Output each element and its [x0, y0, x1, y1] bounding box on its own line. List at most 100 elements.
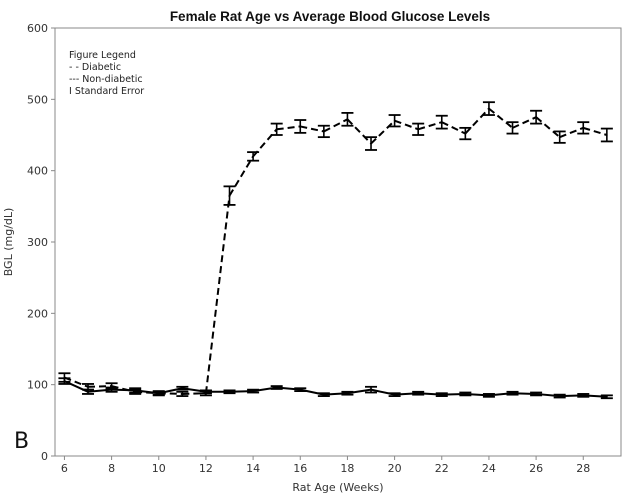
data-point — [440, 121, 443, 123]
series-line-segment — [441, 392, 466, 396]
data-point — [205, 391, 207, 393]
x-tick-label: 6 — [61, 462, 68, 475]
data-point — [417, 128, 419, 131]
legend-item-standard-error: I Standard Error — [69, 86, 144, 97]
legend-title: Figure Legend — [69, 50, 136, 61]
series-line-segment — [559, 394, 584, 398]
series-line-segment — [583, 394, 607, 398]
x-tick-label: 18 — [340, 462, 354, 475]
data-point — [323, 130, 325, 133]
x-tick-label: 26 — [529, 462, 543, 475]
x-tick-label: 28 — [576, 462, 590, 475]
chart-title: Female Rat Age vs Average Blood Glucose … — [170, 9, 490, 24]
data-point — [87, 391, 89, 393]
series-line-segment — [300, 125, 325, 133]
series-line-segment — [323, 118, 348, 133]
data-point — [393, 119, 396, 122]
data-point — [87, 386, 89, 388]
data-point — [417, 392, 419, 395]
series-line-segment — [229, 390, 254, 393]
data-point — [110, 385, 113, 387]
series-line-segment — [536, 392, 560, 398]
series-line-segment — [370, 120, 396, 145]
data-point — [157, 392, 160, 395]
data-point — [464, 132, 467, 135]
data-point — [370, 142, 372, 145]
series-line-segment — [346, 118, 372, 145]
series-line-segment — [87, 388, 112, 393]
x-tick-label: 24 — [482, 462, 496, 475]
series-line-segment — [465, 392, 489, 397]
data-point — [275, 386, 278, 389]
series-diabetic — [58, 101, 613, 397]
data-point — [582, 394, 585, 397]
data-point — [228, 391, 231, 393]
data-point — [488, 107, 490, 110]
data-point — [511, 127, 514, 129]
data-point — [606, 134, 608, 136]
data-point — [252, 155, 254, 158]
data-point — [535, 116, 537, 118]
x-tick-label: 8 — [108, 462, 115, 475]
data-point — [440, 393, 443, 396]
y-tick-label: 600 — [27, 22, 48, 35]
y-tick-label: 200 — [27, 307, 48, 320]
series-line-segment — [464, 107, 490, 135]
y-tick-label: 500 — [27, 93, 48, 106]
series-line-segment — [441, 121, 466, 135]
series-line-segment — [418, 392, 442, 396]
series-line-segment — [204, 195, 231, 394]
data-point — [582, 127, 585, 129]
legend-item-diabetic: - - Diabetic — [69, 62, 121, 73]
series-line-segment — [394, 392, 419, 396]
y-axis: 0 100 200 300 400 500 600 — [27, 22, 55, 463]
data-point — [181, 387, 184, 390]
series-line-segment — [488, 392, 513, 397]
series-line-segment — [323, 392, 348, 396]
series-line-segment — [512, 116, 537, 129]
series-line-segment — [276, 386, 301, 391]
series-line-segment — [87, 385, 112, 388]
y-tick-label: 0 — [41, 450, 48, 463]
panel-label: B — [14, 429, 29, 454]
y-tick-label: 100 — [27, 379, 48, 392]
series-line-segment — [512, 392, 537, 395]
data-point — [63, 380, 66, 382]
data-point — [181, 393, 184, 395]
series-line-segment — [417, 121, 443, 131]
series-line-segment — [228, 155, 254, 197]
series-line-segment — [111, 388, 136, 392]
series-layer — [58, 101, 613, 400]
series-line-segment — [276, 125, 301, 131]
series-line-segment — [182, 392, 206, 395]
data-point — [488, 394, 490, 397]
data-point — [393, 393, 396, 396]
data-point — [323, 393, 325, 396]
series-line-segment — [135, 389, 159, 395]
data-point — [558, 136, 561, 138]
legend-item-non-diabetic: --- Non-diabetic — [69, 74, 143, 85]
data-point — [134, 389, 136, 392]
x-tick-label: 12 — [199, 462, 213, 475]
data-point — [511, 392, 514, 395]
data-point — [346, 392, 349, 395]
series-line-segment — [394, 119, 419, 131]
y-axis-label: BGL (mg/dL) — [2, 208, 15, 277]
data-point — [464, 393, 467, 395]
data-point — [110, 388, 113, 391]
x-tick-label: 22 — [435, 462, 449, 475]
data-point — [299, 125, 302, 128]
x-tick-label: 10 — [152, 462, 166, 475]
data-point — [252, 390, 254, 392]
data-point — [299, 388, 302, 391]
data-point — [346, 118, 349, 121]
x-tick-label: 14 — [246, 462, 260, 475]
data-point — [275, 128, 278, 131]
data-point — [558, 395, 561, 397]
series-line-segment — [535, 116, 561, 138]
data-point — [535, 393, 537, 395]
series-line-segment — [488, 107, 514, 129]
x-tick-label: 16 — [293, 462, 307, 475]
x-tick-label: 20 — [388, 462, 402, 475]
